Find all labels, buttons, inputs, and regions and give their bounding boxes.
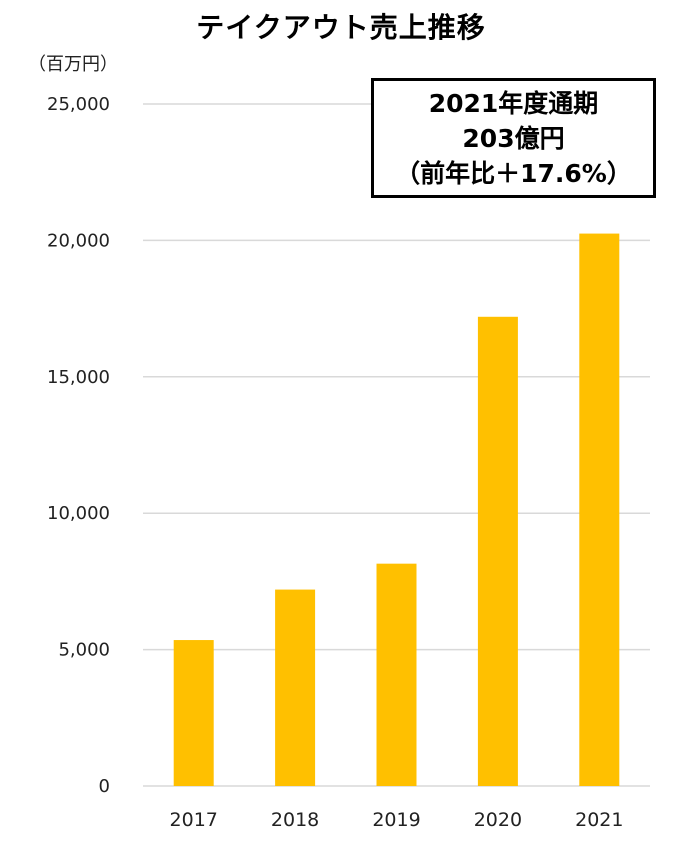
annotation-line-growth: （前年比＋17.6%） bbox=[395, 158, 632, 188]
bar-2021 bbox=[579, 233, 620, 786]
y-tick-label: 15,000 bbox=[47, 367, 110, 388]
x-tick-label: 2017 bbox=[170, 809, 218, 831]
y-tick-label: 0 bbox=[99, 776, 110, 797]
x-tick-label: 2021 bbox=[575, 809, 623, 831]
bars bbox=[173, 233, 620, 786]
bar-2017 bbox=[173, 640, 214, 786]
x-axis-ticks: 2017 2018 2019 2020 2021 bbox=[170, 809, 624, 831]
x-tick-label: 2019 bbox=[372, 809, 420, 831]
bar-2018 bbox=[275, 589, 316, 786]
chart-title: テイクアウト売上推移 bbox=[196, 11, 486, 44]
y-tick-label: 10,000 bbox=[47, 503, 110, 524]
y-tick-label: 20,000 bbox=[47, 230, 110, 251]
x-tick-label: 2020 bbox=[474, 809, 522, 831]
y-tick-label: 25,000 bbox=[47, 94, 110, 115]
annotation-box: 2021年度通期 203億円 （前年比＋17.6%） bbox=[371, 78, 656, 198]
annotation-line-amount: 203億円 bbox=[462, 123, 565, 153]
x-tick-label: 2018 bbox=[271, 809, 319, 831]
bar-2020 bbox=[477, 316, 518, 786]
bar-2019 bbox=[376, 563, 417, 786]
annotation-line-period: 2021年度通期 bbox=[428, 88, 599, 118]
y-axis-unit-label: （百万円） bbox=[28, 54, 118, 75]
y-tick-label: 5,000 bbox=[58, 640, 110, 661]
y-axis-ticks: 0 5,000 10,000 15,000 20,000 25,000 bbox=[47, 94, 110, 797]
